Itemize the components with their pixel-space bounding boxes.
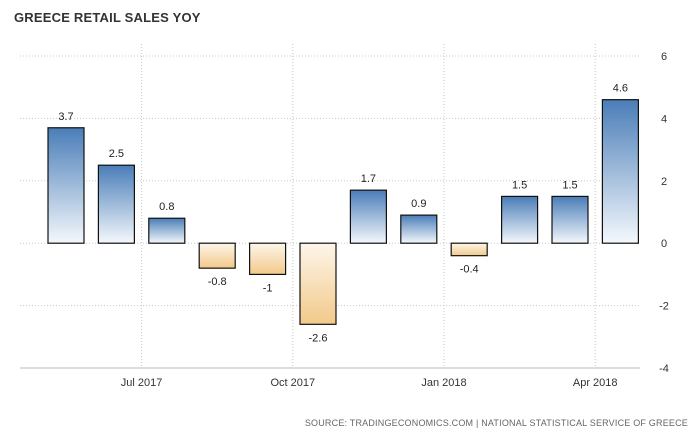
bar-value-label: 4.6 [613, 83, 628, 95]
bar [450, 242, 488, 257]
x-tick-label: Apr 2018 [573, 377, 618, 389]
y-tick-label: 6 [661, 51, 667, 63]
bar-value-label: -2.6 [309, 332, 328, 344]
bar-value-label: -1 [263, 282, 273, 294]
bar [349, 189, 387, 244]
bar-value-label: 0.8 [159, 201, 174, 213]
bar [148, 217, 186, 244]
y-tick-label: -4 [659, 363, 669, 375]
bar-value-label: 1.5 [562, 179, 577, 191]
value-labels: 3.7 2.5 0.8 -0.8 -1 -2.6 1.7 0.9 -0.4 1.5 1.5 4.6 [58, 83, 628, 345]
y-tick-label: -2 [659, 301, 669, 313]
x-tick-label: Jul 2017 [121, 377, 163, 389]
bar [299, 242, 337, 325]
y-axis-ticks: 6 4 2 0 -2 -4 [659, 51, 669, 375]
y-tick-label: 2 [661, 176, 667, 188]
x-tick-label: Jan 2018 [421, 377, 466, 389]
bar [97, 164, 136, 244]
chart-source: SOURCE: TRADINGECONOMICS.COM | NATIONAL … [304, 418, 688, 428]
bar [198, 242, 236, 269]
x-axis-ticks: Jul 2017 Oct 2017 Jan 2018 Apr 2018 [121, 377, 618, 389]
bars [47, 99, 640, 325]
x-tick-label: Oct 2017 [270, 377, 315, 389]
bar-value-label: -0.4 [460, 264, 479, 276]
bar-value-label: -0.8 [208, 276, 227, 288]
bar [249, 242, 287, 275]
bar [400, 214, 438, 244]
bar [551, 195, 589, 244]
bar-value-label: 1.5 [512, 179, 527, 191]
chart-title: GREECE RETAIL SALES YOY [14, 10, 201, 25]
bar [501, 195, 539, 244]
bar-value-label: 0.9 [411, 198, 426, 210]
bar-value-label: 3.7 [58, 111, 73, 123]
bar [47, 127, 85, 244]
y-tick-label: 0 [661, 238, 667, 250]
bar-value-label: 2.5 [109, 148, 124, 160]
y-tick-label: 4 [661, 113, 667, 125]
bar-value-label: 1.7 [361, 173, 376, 185]
bar [601, 99, 640, 244]
